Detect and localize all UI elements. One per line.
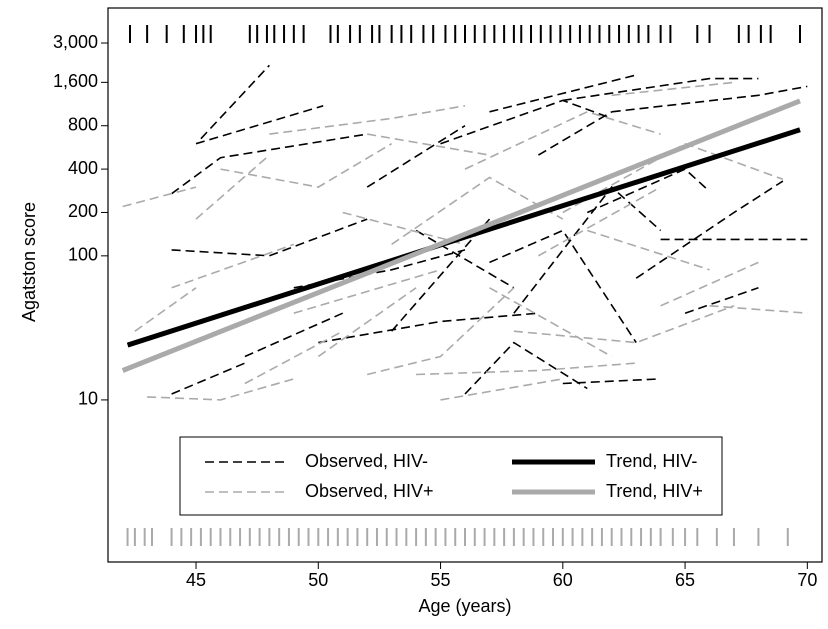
observed-line [171,249,270,257]
legend [179,436,723,516]
observed-line [415,229,515,289]
x-tick-label: 65 [675,570,695,590]
observed-line [464,110,661,170]
observed-line [171,243,295,289]
observed-line [147,378,295,401]
x-tick-label: 60 [553,570,573,590]
y-tick-label: 3,000 [53,32,98,52]
legend-label: Observed, HIV+ [305,481,434,501]
legend-label: Trend, HIV+ [606,481,703,501]
observed-line [440,99,612,145]
x-axis-label: Age (years) [418,596,511,616]
y-tick-label: 400 [68,158,98,178]
observed-line [134,287,197,332]
legend-label: Trend, HIV- [606,451,697,471]
observed-line [489,74,637,113]
observed-line [269,218,368,257]
observed-line [367,133,490,156]
observed-line [440,378,563,401]
observed-line [684,287,759,314]
observed-line [538,186,661,257]
plot-frame [107,7,823,563]
observed-line [269,105,466,135]
observed-line [171,133,368,195]
observed-line [367,287,515,376]
observed-line [293,269,441,314]
observed-line [489,287,613,358]
observed-line [709,305,808,314]
x-tick-label: 50 [308,570,328,590]
observed-line [489,229,637,344]
y-tick-label: 800 [68,114,98,134]
observed-line [244,312,344,358]
observed-line [635,180,784,279]
observed-line [318,312,539,344]
legend-label: Observed, HIV- [305,451,428,471]
observed-line [464,341,588,395]
observed-line [220,143,393,188]
y-tick-label: 10 [78,389,98,409]
observed-line [562,142,784,214]
observed-line [317,287,417,358]
x-tick-label: 70 [797,570,817,590]
y-axis-label: Agatston score [19,202,39,322]
observed-line [660,261,759,307]
x-tick-label: 45 [186,570,206,590]
observed-line [244,330,344,385]
y-tick-label: 1,600 [53,71,98,91]
observed-line [611,81,735,97]
y-tick-label: 100 [68,245,98,265]
observed-line [537,111,613,156]
y-tick-label: 200 [68,201,98,221]
observed-line [195,154,270,220]
observed-line [195,105,324,145]
observed-line [366,125,466,188]
trend-line [121,98,801,373]
observed-line [562,77,759,102]
observed-line [513,185,662,314]
observed-line [200,64,270,140]
x-tick-label: 55 [431,570,451,590]
observed-line [390,218,491,332]
observed-line [122,186,197,208]
observed-line [611,85,808,113]
observed-line [513,305,735,344]
trend-line [126,127,801,348]
observed-line [171,362,246,395]
observed-line [562,378,661,385]
observed-line [416,362,637,376]
observed-line [342,211,466,246]
observed-line [587,229,710,271]
